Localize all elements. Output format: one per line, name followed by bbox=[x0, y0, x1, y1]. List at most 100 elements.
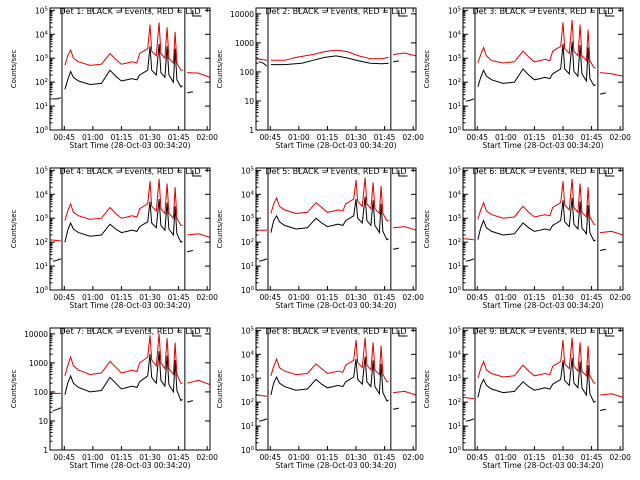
y-tick-label: 103 bbox=[448, 54, 462, 63]
events-series-line bbox=[599, 248, 607, 251]
lld-series-line bbox=[393, 52, 417, 57]
plot-frame bbox=[49, 327, 211, 451]
x-tick-label: 00:45 bbox=[259, 453, 281, 462]
lld-series-line bbox=[270, 49, 389, 61]
x-axis-label: Start Time (28-Oct-03 00:34:20) bbox=[482, 301, 603, 310]
y-tick-label: 103 bbox=[35, 214, 49, 223]
end-marker bbox=[192, 330, 202, 337]
y-tick-label: 105 bbox=[448, 166, 462, 175]
lld-series-line bbox=[393, 226, 417, 231]
panel-title: Det 8: BLACK = Events, RED = LLD bbox=[266, 327, 407, 336]
x-tick-label: 00:45 bbox=[466, 453, 488, 462]
y-tick-label: 101 bbox=[448, 102, 461, 111]
x-tick-label: 01:45 bbox=[581, 453, 603, 462]
events-series-line bbox=[52, 407, 62, 412]
y-tick-label: 100 bbox=[241, 286, 255, 295]
panel-6: 00:45 01:00 01:15 01:30 01:45 02:00 100 101 102 1… bbox=[423, 166, 631, 310]
y-tick-label: 105 bbox=[241, 326, 255, 335]
x-tick-label: 01:30 bbox=[139, 293, 161, 302]
x-tick-label: 00:45 bbox=[466, 293, 488, 302]
y-tick-label: 103 bbox=[35, 54, 49, 63]
y-tick-label: 102 bbox=[448, 78, 461, 87]
y-tick-label: 1 bbox=[249, 126, 254, 135]
x-tick-label: 01:00 bbox=[288, 133, 310, 142]
panel-2: 00:45 01:00 01:15 01:30 01:45 02:00 1 10 100 1000… bbox=[216, 7, 424, 150]
x-tick-label: 01:15 bbox=[524, 293, 546, 302]
x-tick-label: 01:30 bbox=[552, 293, 574, 302]
x-tick-label: 01:00 bbox=[495, 293, 517, 302]
end-marker bbox=[192, 10, 202, 17]
y-tick-label: 10 bbox=[38, 417, 48, 426]
y-tick-label: 104 bbox=[241, 190, 255, 199]
plot-frame bbox=[255, 167, 417, 291]
y-tick-label: 100 bbox=[448, 446, 462, 455]
y-tick-label: 1 bbox=[43, 446, 48, 455]
x-tick-label: 01:00 bbox=[82, 133, 104, 142]
panel-8: 00:45 01:00 01:15 01:30 01:45 02:00 100 101 102 1… bbox=[216, 326, 424, 470]
panel-title: Det 1: BLACK = Events, RED = LLD bbox=[60, 7, 201, 16]
x-axis-label: Start Time (28-Oct-03 00:34:20) bbox=[69, 461, 190, 470]
events-series-line bbox=[477, 41, 596, 88]
x-tick-label: 01:45 bbox=[374, 133, 396, 142]
panel-7: 00:45 01:00 01:15 01:30 01:45 02:00 1 10 100 1000… bbox=[10, 327, 218, 470]
x-tick-label: 02:00 bbox=[402, 133, 424, 142]
events-series-line bbox=[465, 98, 475, 102]
y-tick-label: 105 bbox=[35, 166, 49, 175]
y-tick-label: 105 bbox=[448, 326, 462, 335]
events-series-line bbox=[64, 199, 183, 243]
y-axis-label: Counts/sec bbox=[216, 50, 224, 89]
events-series-line bbox=[599, 408, 607, 411]
x-tick-label: 02:00 bbox=[609, 133, 631, 142]
y-tick-label: 100 bbox=[35, 286, 49, 295]
plot-frame bbox=[462, 7, 624, 131]
panel-5: 00:45 01:00 01:15 01:30 01:45 02:00 100 101 102 1… bbox=[216, 166, 424, 310]
x-tick-label: 01:15 bbox=[111, 293, 133, 302]
x-tick-label: 00:45 bbox=[466, 133, 488, 142]
y-tick-label: 10000 bbox=[230, 10, 254, 19]
y-tick-label: 100 bbox=[240, 68, 255, 77]
end-marker bbox=[398, 330, 408, 337]
lld-series-line bbox=[270, 337, 389, 383]
events-series-line bbox=[270, 356, 389, 402]
y-tick-label: 102 bbox=[35, 78, 48, 87]
x-tick-label: 01:45 bbox=[581, 293, 603, 302]
x-axis-label: Start Time (28-Oct-03 00:34:20) bbox=[275, 461, 396, 470]
x-tick-label: 01:15 bbox=[317, 133, 339, 142]
x-tick-label: 01:00 bbox=[495, 133, 517, 142]
plot-frame bbox=[49, 167, 211, 291]
y-tick-label: 104 bbox=[35, 190, 49, 199]
y-tick-label: 102 bbox=[241, 398, 254, 407]
y-tick-label: 104 bbox=[448, 190, 462, 199]
x-tick-label: 01:45 bbox=[581, 133, 603, 142]
panel-title: Det 9: BLACK = Events, RED = LLD bbox=[473, 327, 614, 336]
x-tick-label: 01:45 bbox=[168, 293, 190, 302]
events-series-line bbox=[64, 351, 183, 402]
y-axis-label: Counts/sec bbox=[216, 210, 224, 249]
y-tick-label: 100 bbox=[448, 126, 462, 135]
events-series-line bbox=[186, 250, 194, 253]
y-tick-label: 1000 bbox=[29, 359, 48, 368]
y-tick-label: 101 bbox=[448, 262, 461, 271]
x-tick-label: 00:45 bbox=[259, 133, 281, 142]
lld-series-line bbox=[462, 238, 474, 241]
x-tick-label: 02:00 bbox=[402, 293, 424, 302]
panel-title: Det 5: BLACK = Events, RED = LLD bbox=[266, 167, 407, 176]
events-series-line bbox=[270, 55, 389, 66]
y-tick-label: 101 bbox=[448, 422, 461, 431]
plot-frame bbox=[462, 167, 624, 291]
end-marker bbox=[192, 170, 202, 177]
x-tick-label: 00:45 bbox=[53, 453, 75, 462]
x-tick-label: 01:45 bbox=[374, 453, 396, 462]
x-tick-label: 01:15 bbox=[317, 453, 339, 462]
y-tick-label: 101 bbox=[35, 102, 48, 111]
x-tick-label: 01:45 bbox=[374, 293, 396, 302]
y-axis-label: Counts/sec bbox=[10, 50, 18, 89]
y-tick-label: 101 bbox=[241, 422, 254, 431]
x-tick-label: 01:30 bbox=[552, 453, 574, 462]
y-tick-label: 101 bbox=[241, 262, 254, 271]
lld-series-line bbox=[187, 72, 211, 78]
y-tick-label: 104 bbox=[241, 350, 255, 359]
x-tick-label: 01:15 bbox=[111, 453, 133, 462]
panel-9: 00:45 01:00 01:15 01:30 01:45 02:00 100 101 102 1… bbox=[423, 326, 631, 470]
